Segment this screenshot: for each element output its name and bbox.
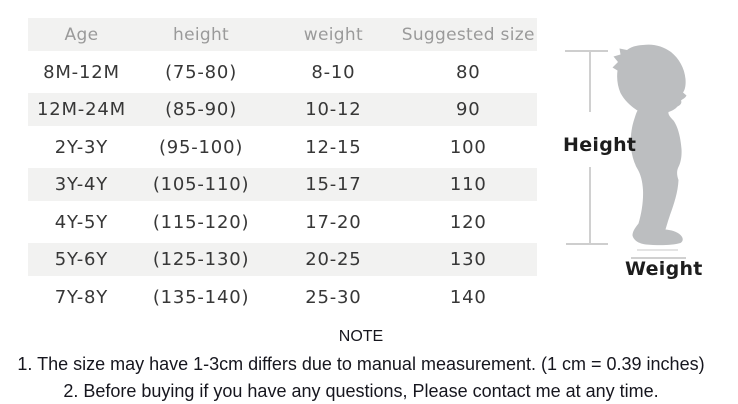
table-row: 12M-24M (85-90) 10-12 90 (28, 93, 537, 126)
note-title: NOTE (338, 328, 384, 345)
age-cell: 2Y-3Y (54, 136, 109, 158)
height-cell: (135-140) (152, 286, 250, 308)
weight-cell: 17-20 (305, 211, 362, 233)
size-cell: 130 (449, 249, 487, 270)
height-cell: (125-130) (152, 249, 250, 270)
table-row: 8M-12M (75-80) 8-10 80 (28, 56, 537, 89)
age-cell: 12M-24M (36, 99, 126, 120)
table-row: 5Y-6Y (125-130) 20-25 130 (28, 243, 537, 276)
weight-cell: 8-10 (311, 61, 356, 83)
size-cell: 100 (449, 136, 487, 158)
size-table: Age height weight Suggested size 8M-12M … (28, 18, 537, 318)
table-row: 4Y-5Y (115-120) 17-20 120 (28, 206, 537, 239)
table-row: 7Y-8Y (135-140) 25-30 140 (28, 281, 537, 314)
height-cell: (115-120) (152, 211, 250, 233)
height-cell: (105-110) (152, 174, 250, 195)
weight-cell: 20-25 (305, 249, 362, 270)
child-silhouette-icon (612, 44, 687, 246)
weight-cell: 10-12 (305, 99, 362, 120)
height-label: Height (563, 134, 637, 156)
weight-cell: 12-15 (305, 136, 362, 158)
size-cell: 140 (449, 286, 487, 308)
height-cell: (95-100) (158, 136, 244, 158)
size-cell: 110 (449, 174, 487, 195)
note-section: NOTE 1. The size may have 1-3cm differs … (8, 327, 714, 404)
header-weight: weight (303, 24, 363, 45)
weight-cell: 25-30 (305, 286, 362, 308)
size-cell: 120 (449, 211, 487, 233)
header-height: height (173, 24, 230, 45)
size-cell: 80 (455, 61, 481, 83)
age-cell: 8M-12M (43, 61, 120, 83)
table-row: 2Y-3Y (95-100) 12-15 100 (28, 131, 537, 164)
age-cell: 7Y-8Y (54, 286, 109, 308)
height-cell: (75-80) (165, 61, 238, 83)
header-age: Age (64, 24, 99, 45)
size-cell: 90 (455, 99, 481, 120)
age-cell: 5Y-6Y (54, 249, 109, 270)
weight-label: Weight (625, 258, 703, 280)
note-line-2: 2. Before buying if you have any questio… (63, 381, 659, 401)
weight-base-lines (631, 249, 686, 259)
note-line-1: 1. The size may have 1-3cm differs due t… (17, 354, 705, 374)
height-cell: (85-90) (165, 99, 238, 120)
weight-cell: 15-17 (305, 174, 362, 195)
header-suggested-size: Suggested size (401, 24, 535, 45)
age-cell: 4Y-5Y (54, 211, 109, 233)
age-cell: 3Y-4Y (54, 174, 109, 195)
table-header-row: Age height weight Suggested size (28, 18, 537, 51)
measurement-diagram (565, 44, 687, 259)
height-measure-line (565, 50, 608, 245)
table-row: 3Y-4Y (105-110) 15-17 110 (28, 168, 537, 201)
